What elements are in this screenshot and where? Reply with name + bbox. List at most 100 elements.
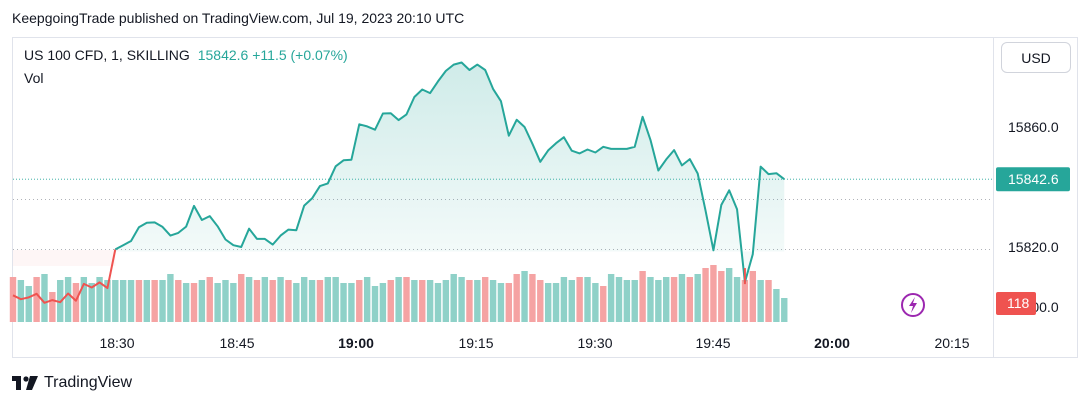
volume-bar — [710, 265, 717, 322]
volume-bar — [371, 286, 379, 322]
volume-bar — [49, 292, 56, 322]
volume-bar — [261, 277, 269, 322]
volume-bar — [466, 280, 473, 322]
volume-bar — [733, 277, 741, 322]
x-axis-tick-label: 18:45 — [219, 335, 254, 351]
x-axis-tick-label: 19:45 — [695, 335, 730, 351]
x-axis-tick-label: 20:15 — [934, 335, 969, 351]
volume-bar — [426, 280, 434, 322]
volume-bar — [434, 283, 442, 322]
symbol-legend: US 100 CFD, 1, SKILLING 15842.6 +11.5 (+0… — [24, 47, 348, 63]
volume-bar — [206, 277, 213, 322]
volume-bar — [773, 289, 780, 322]
volume-bar — [552, 283, 560, 322]
volume-bar — [458, 277, 465, 322]
volume-bar — [655, 280, 662, 322]
volume-bar — [639, 271, 646, 322]
volume-bar — [600, 286, 607, 322]
volume-bar — [403, 277, 410, 322]
volume-bar — [190, 283, 198, 322]
volume-bar — [340, 283, 347, 322]
volume-bar — [450, 274, 457, 322]
volume-bar — [615, 277, 623, 322]
y-axis-tick-label: 15820.0 — [1008, 239, 1059, 255]
volume-badge — [996, 292, 1036, 315]
tradingview-logo-icon — [12, 376, 38, 390]
volume-bar — [568, 280, 575, 322]
volume-bar — [41, 274, 48, 322]
last-price-label: 15842.6 — [1008, 171, 1059, 187]
volume-bar — [277, 277, 284, 322]
publish-info: KeepgoingTrade published on TradingView.… — [12, 10, 465, 26]
chart-frame — [12, 37, 1078, 358]
volume-bar — [285, 280, 292, 322]
volume-bar — [167, 274, 174, 322]
volume-bar — [521, 271, 528, 322]
volume-bar — [411, 280, 418, 322]
y-axis-tick-label: 15860.0 — [1008, 119, 1059, 135]
volume-bar — [623, 280, 631, 322]
volume-bar — [592, 283, 599, 322]
volume-bar — [482, 277, 489, 322]
volume-value-label: 118 — [1007, 295, 1030, 311]
volume-bar — [529, 274, 536, 322]
volume-bar — [198, 280, 206, 322]
lightning-glyph-icon — [909, 297, 917, 313]
volume-bar — [96, 277, 103, 322]
volume-bar — [25, 286, 32, 322]
symbol-price-change: 15842.6 +11.5 (+0.07%) — [197, 47, 348, 63]
volume-bar — [80, 277, 88, 322]
volume-bar — [670, 277, 678, 322]
volume-bar — [686, 277, 694, 322]
volume-bar — [316, 280, 324, 322]
price-area-fill — [115, 62, 785, 283]
volume-bar — [182, 283, 190, 322]
volume-bar — [245, 277, 253, 322]
volume-bar — [356, 280, 363, 322]
volume-bar — [332, 277, 339, 322]
volume-bar — [151, 280, 158, 322]
volume-bar — [363, 277, 371, 322]
volume-bar — [214, 283, 221, 322]
volume-bar — [222, 280, 229, 322]
volume-bar — [269, 280, 276, 322]
volume-indicator-label: Vol — [24, 70, 44, 86]
volume-bar — [387, 280, 394, 322]
price-line-below — [12, 249, 117, 304]
volume-bar — [88, 283, 95, 322]
volume-bar — [72, 283, 80, 322]
volume-bar — [505, 283, 513, 322]
x-axis-tick-label: 20:00 — [814, 335, 850, 351]
volume-bar — [119, 280, 127, 322]
price-scale-divider — [993, 37, 994, 358]
x-axis-tick-label: 19:15 — [458, 335, 493, 351]
volume-bar — [419, 280, 426, 322]
volume-bar — [513, 274, 520, 322]
volume-bar — [741, 280, 749, 322]
volume-bar — [379, 283, 387, 322]
volume-bar — [175, 280, 182, 322]
volume-bar — [442, 280, 450, 322]
volume-bar — [348, 283, 355, 322]
volume-bar — [781, 298, 788, 322]
volume-bar — [694, 274, 701, 322]
x-axis-tick-label: 18:30 — [99, 335, 134, 351]
volume-bar — [537, 280, 544, 322]
volume-bar — [300, 277, 308, 322]
volume-bar — [33, 277, 40, 322]
volume-bar — [489, 280, 497, 322]
volume-bar — [474, 280, 481, 322]
x-axis-tick-label: 19:00 — [338, 335, 374, 351]
volume-bar — [135, 280, 143, 322]
volume-bar — [159, 280, 166, 322]
volume-bar — [718, 271, 725, 322]
volume-bar — [17, 280, 25, 322]
volume-bar — [576, 277, 583, 322]
volume-bar — [104, 280, 111, 322]
currency-button[interactable]: USD — [1001, 42, 1071, 73]
volume-bar — [757, 280, 764, 322]
volume-bar — [584, 277, 591, 322]
volume-bar — [230, 283, 237, 322]
volume-bar — [678, 274, 686, 322]
